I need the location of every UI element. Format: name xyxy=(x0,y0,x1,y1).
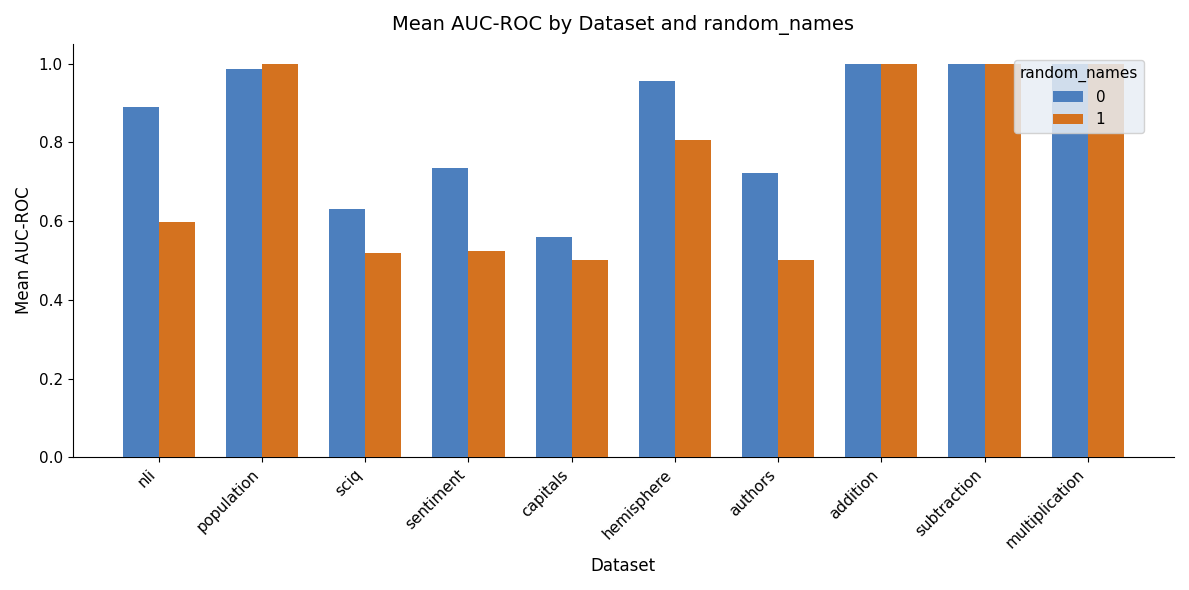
X-axis label: Dataset: Dataset xyxy=(591,557,656,575)
Legend: 0, 1: 0, 1 xyxy=(1014,60,1144,133)
Bar xyxy=(226,70,262,457)
Bar xyxy=(1088,64,1124,457)
Bar xyxy=(468,251,504,457)
Bar xyxy=(365,253,402,457)
Bar xyxy=(845,64,881,457)
Bar xyxy=(881,64,918,457)
Bar xyxy=(535,237,572,457)
Bar xyxy=(158,222,195,457)
Bar xyxy=(329,209,365,457)
Title: Mean AUC-ROC by Dataset and random_names: Mean AUC-ROC by Dataset and random_names xyxy=(392,15,854,35)
Bar xyxy=(984,64,1020,457)
Y-axis label: Mean AUC-ROC: Mean AUC-ROC xyxy=(15,187,33,314)
Bar xyxy=(572,260,608,457)
Bar xyxy=(949,64,984,457)
Bar xyxy=(262,64,298,457)
Bar xyxy=(778,260,814,457)
Bar xyxy=(433,168,468,457)
Bar xyxy=(1052,64,1088,457)
Bar xyxy=(675,140,711,457)
Bar xyxy=(742,173,778,457)
Bar xyxy=(122,107,158,457)
Bar xyxy=(638,81,675,457)
